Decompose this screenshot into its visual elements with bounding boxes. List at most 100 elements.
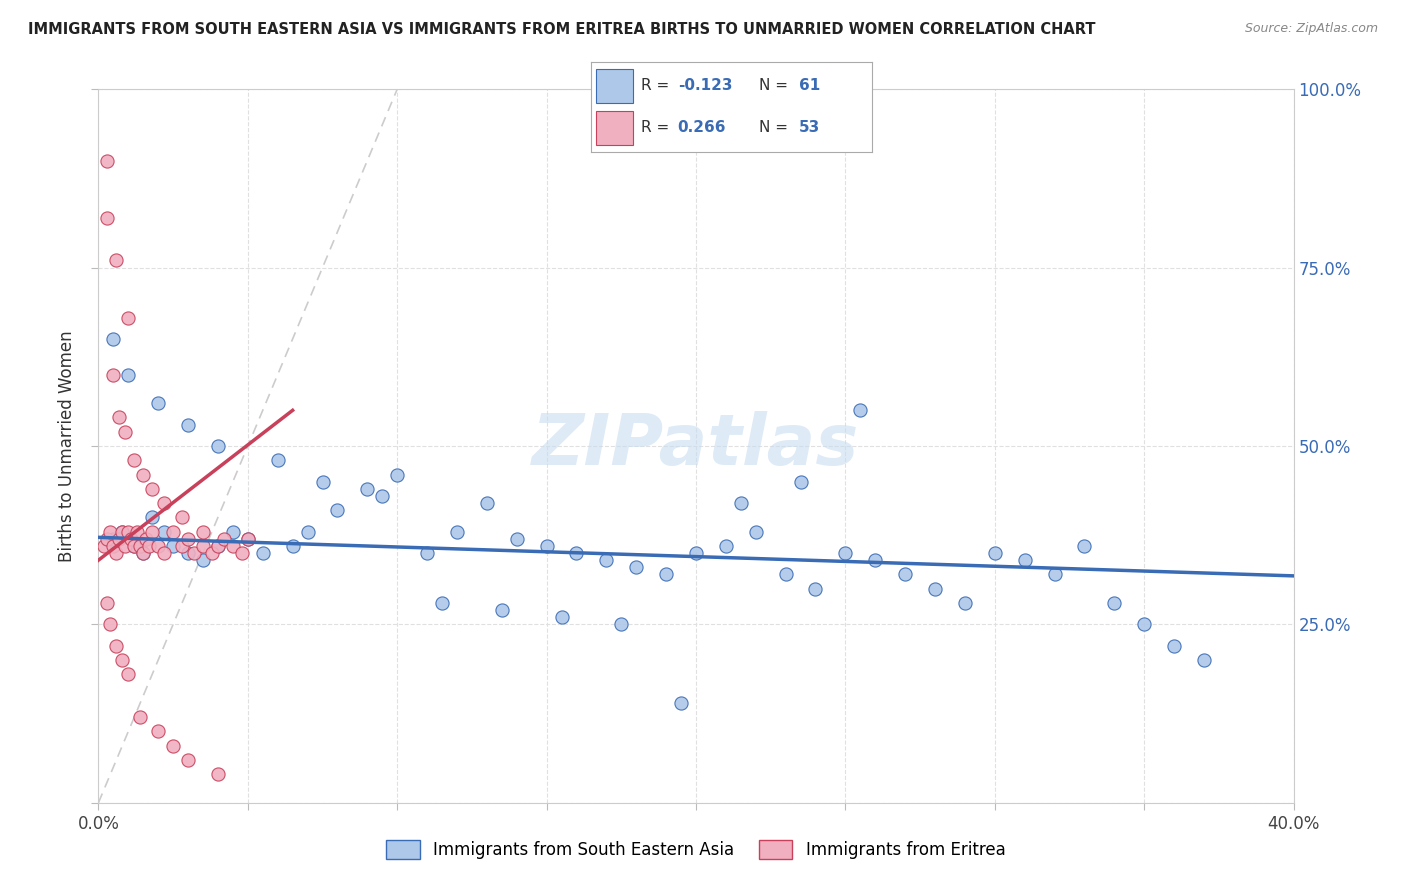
Text: N =: N = [759,120,793,135]
Text: -0.123: -0.123 [678,78,733,93]
Text: ZIPatlas: ZIPatlas [533,411,859,481]
Point [714,539,737,553]
Point [117,310,139,325]
Text: N =: N = [759,78,793,93]
Point [371,489,394,503]
Point [685,546,707,560]
Point [111,653,134,667]
Point [1104,596,1126,610]
Point [148,539,170,553]
Point [610,617,633,632]
Point [281,539,304,553]
Point [117,667,139,681]
Point [446,524,468,539]
Point [252,546,274,560]
Point [267,453,290,467]
Text: 61: 61 [799,78,820,93]
Point [191,524,214,539]
Y-axis label: Births to Unmarried Women: Births to Unmarried Women [58,330,76,562]
Point [96,211,118,225]
Point [148,724,170,739]
Point [124,453,146,467]
Point [326,503,349,517]
Point [111,524,134,539]
Point [475,496,498,510]
Legend: Immigrants from South Eastern Asia, Immigrants from Eritrea: Immigrants from South Eastern Asia, Immi… [380,833,1012,866]
Point [834,546,856,560]
Point [212,532,235,546]
Point [103,539,125,553]
Point [775,567,797,582]
Point [129,710,152,724]
Point [222,539,245,553]
Point [236,532,259,546]
Point [127,524,149,539]
Point [207,539,229,553]
Point [177,753,200,767]
Point [117,368,139,382]
Point [430,596,453,610]
Point [141,524,163,539]
Point [103,368,125,382]
Point [105,253,128,268]
Bar [596,69,633,103]
Point [177,532,200,546]
Point [1014,553,1036,567]
Point [103,332,125,346]
Point [207,539,229,553]
Point [595,553,617,567]
Point [236,532,259,546]
Text: IMMIGRANTS FROM SOUTH EASTERN ASIA VS IMMIGRANTS FROM ERITREA BIRTHS TO UNMARRIE: IMMIGRANTS FROM SOUTH EASTERN ASIA VS IM… [28,22,1095,37]
Text: R =: R = [641,120,675,135]
Point [105,639,128,653]
Point [105,546,128,560]
Point [98,524,122,539]
Point [385,467,409,482]
Point [177,417,200,432]
Point [356,482,378,496]
Point [789,475,811,489]
Point [96,596,118,610]
Point [153,546,176,560]
Point [550,610,572,624]
Point [177,546,200,560]
Point [114,425,136,439]
Text: Source: ZipAtlas.com: Source: ZipAtlas.com [1244,22,1378,36]
Point [730,496,752,510]
Point [138,539,160,553]
Text: R =: R = [641,78,675,93]
Point [103,532,125,546]
Point [124,539,146,553]
Point [953,596,976,610]
Point [96,532,118,546]
Point [924,582,946,596]
Point [162,524,184,539]
Point [141,510,163,524]
Point [162,539,184,553]
Point [129,539,152,553]
Point [626,560,648,574]
Point [120,532,142,546]
Point [132,546,155,560]
Point [804,582,827,596]
Point [135,532,157,546]
Point [153,524,176,539]
Point [191,539,214,553]
Point [491,603,513,617]
Text: 53: 53 [799,120,820,135]
Point [141,482,163,496]
Point [311,475,333,489]
Point [93,539,115,553]
Point [231,546,253,560]
Point [207,439,229,453]
Point [162,739,184,753]
Point [111,524,134,539]
Point [565,546,588,560]
Point [98,617,122,632]
Bar [596,111,633,145]
Point [865,553,887,567]
Point [1043,567,1066,582]
Point [669,696,692,710]
Point [416,546,439,560]
Point [183,546,205,560]
